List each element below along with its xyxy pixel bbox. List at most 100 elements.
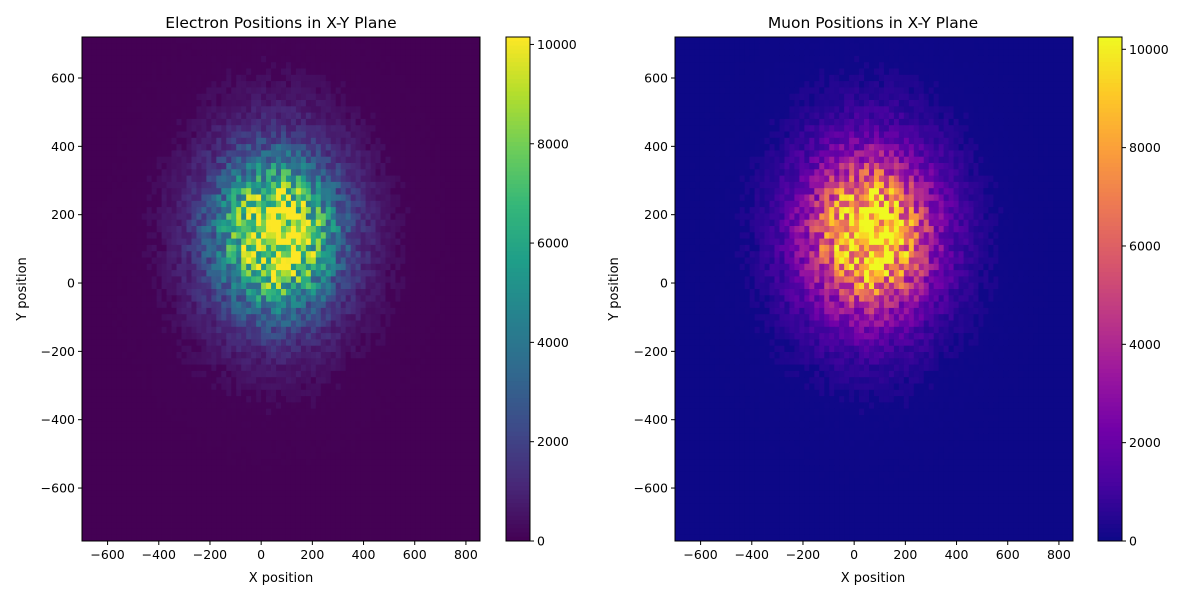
heatmap-cell xyxy=(186,282,192,290)
heatmap-cell xyxy=(450,352,456,359)
heatmap-cell xyxy=(330,352,337,359)
heatmap-cell xyxy=(365,402,371,410)
heatmap-cell xyxy=(161,408,167,416)
heatmap-cell xyxy=(106,301,113,309)
heatmap-cell xyxy=(325,226,332,233)
heatmap-cell xyxy=(335,263,342,271)
heatmap-cell xyxy=(350,213,357,221)
heatmap-cell xyxy=(106,352,113,359)
heatmap-cell xyxy=(410,389,416,397)
heatmap-cell xyxy=(470,131,476,139)
heatmap-cell xyxy=(450,333,456,340)
heatmap-cell xyxy=(126,314,133,321)
heatmap-cell xyxy=(285,37,292,44)
heatmap-cell xyxy=(281,137,287,145)
heatmap-cell xyxy=(96,370,103,378)
heatmap-cell xyxy=(365,137,371,145)
heatmap-cell xyxy=(355,289,362,296)
heatmap-cell xyxy=(430,188,436,195)
heatmap-cell xyxy=(320,257,327,265)
heatmap-cell xyxy=(96,200,103,208)
heatmap-cell xyxy=(360,49,366,57)
heatmap-cell xyxy=(305,43,312,50)
heatmap-cell xyxy=(450,364,456,372)
heatmap-cell xyxy=(281,106,287,113)
heatmap-cell xyxy=(305,106,312,113)
heatmap-cell xyxy=(266,125,272,132)
heatmap-cell xyxy=(86,43,93,50)
heatmap-cell xyxy=(350,194,357,202)
heatmap-cell xyxy=(405,169,411,176)
heatmap-cell xyxy=(151,131,158,139)
heatmap-cell xyxy=(176,150,182,158)
heatmap-cell xyxy=(151,244,158,252)
heatmap-cell xyxy=(320,118,327,126)
heatmap-cell xyxy=(340,377,347,384)
heatmap-cell xyxy=(295,62,302,69)
heatmap-cell xyxy=(276,118,282,126)
heatmap-cell xyxy=(460,43,466,50)
heatmap-cell xyxy=(126,74,133,82)
heatmap-cell xyxy=(211,232,217,239)
heatmap-cell xyxy=(171,106,177,113)
heatmap-cell xyxy=(186,408,192,416)
heatmap-cell xyxy=(121,156,128,164)
heatmap-cell xyxy=(211,276,217,284)
heatmap-cell xyxy=(375,49,381,57)
heatmap-cell xyxy=(86,320,93,328)
heatmap-cell xyxy=(310,301,317,309)
heatmap-cell xyxy=(335,295,342,302)
heatmap-cell xyxy=(251,181,257,189)
heatmap-cell xyxy=(365,383,371,391)
heatmap-cell xyxy=(191,100,197,107)
heatmap-cell xyxy=(370,144,376,151)
heatmap-cell xyxy=(475,93,481,101)
heatmap-cell xyxy=(475,144,481,151)
heatmap-cell xyxy=(196,43,202,50)
heatmap-cell xyxy=(465,370,471,378)
heatmap-cell xyxy=(345,276,352,284)
heatmap-cell xyxy=(181,370,187,378)
heatmap-cell xyxy=(206,43,212,50)
heatmap-cell xyxy=(400,55,406,63)
heatmap-cell xyxy=(111,181,118,189)
heatmap-cell xyxy=(360,370,366,378)
heatmap-cell xyxy=(330,320,337,328)
heatmap-cell xyxy=(300,333,307,340)
heatmap-cell xyxy=(475,200,481,208)
heatmap-cell xyxy=(196,112,202,120)
heatmap-cell xyxy=(445,352,451,359)
heatmap-cell xyxy=(86,181,93,189)
heatmap-cell xyxy=(181,169,187,176)
heatmap-cell xyxy=(176,118,182,126)
heatmap-cell xyxy=(241,188,247,195)
heatmap-cell xyxy=(116,156,123,164)
heatmap-cell xyxy=(380,144,386,151)
heatmap-cell xyxy=(330,156,337,164)
heatmap-cell xyxy=(151,251,158,258)
heatmap-cell xyxy=(146,270,153,277)
heatmap-cell xyxy=(455,339,461,347)
heatmap-cell xyxy=(106,125,113,132)
heatmap-cell xyxy=(290,276,297,284)
heatmap-cell xyxy=(350,421,357,428)
heatmap-cell xyxy=(340,118,347,126)
heatmap-cell xyxy=(281,219,287,227)
heatmap-cell xyxy=(445,68,451,76)
heatmap-cell xyxy=(455,352,461,359)
heatmap-cell xyxy=(380,370,386,378)
heatmap-cell xyxy=(375,81,381,88)
heatmap-cell xyxy=(350,402,357,410)
heatmap-cell xyxy=(126,200,133,208)
heatmap-cell xyxy=(295,200,302,208)
heatmap-cell xyxy=(355,175,362,183)
heatmap-cell xyxy=(236,244,242,252)
heatmap-cell xyxy=(430,175,436,183)
heatmap-cell xyxy=(236,194,242,202)
heatmap-cell xyxy=(430,377,436,384)
heatmap-cell xyxy=(271,87,277,95)
heatmap-cell xyxy=(271,251,277,258)
heatmap-cell xyxy=(196,131,202,139)
heatmap-cell xyxy=(330,415,337,422)
heatmap-cell xyxy=(96,314,103,321)
